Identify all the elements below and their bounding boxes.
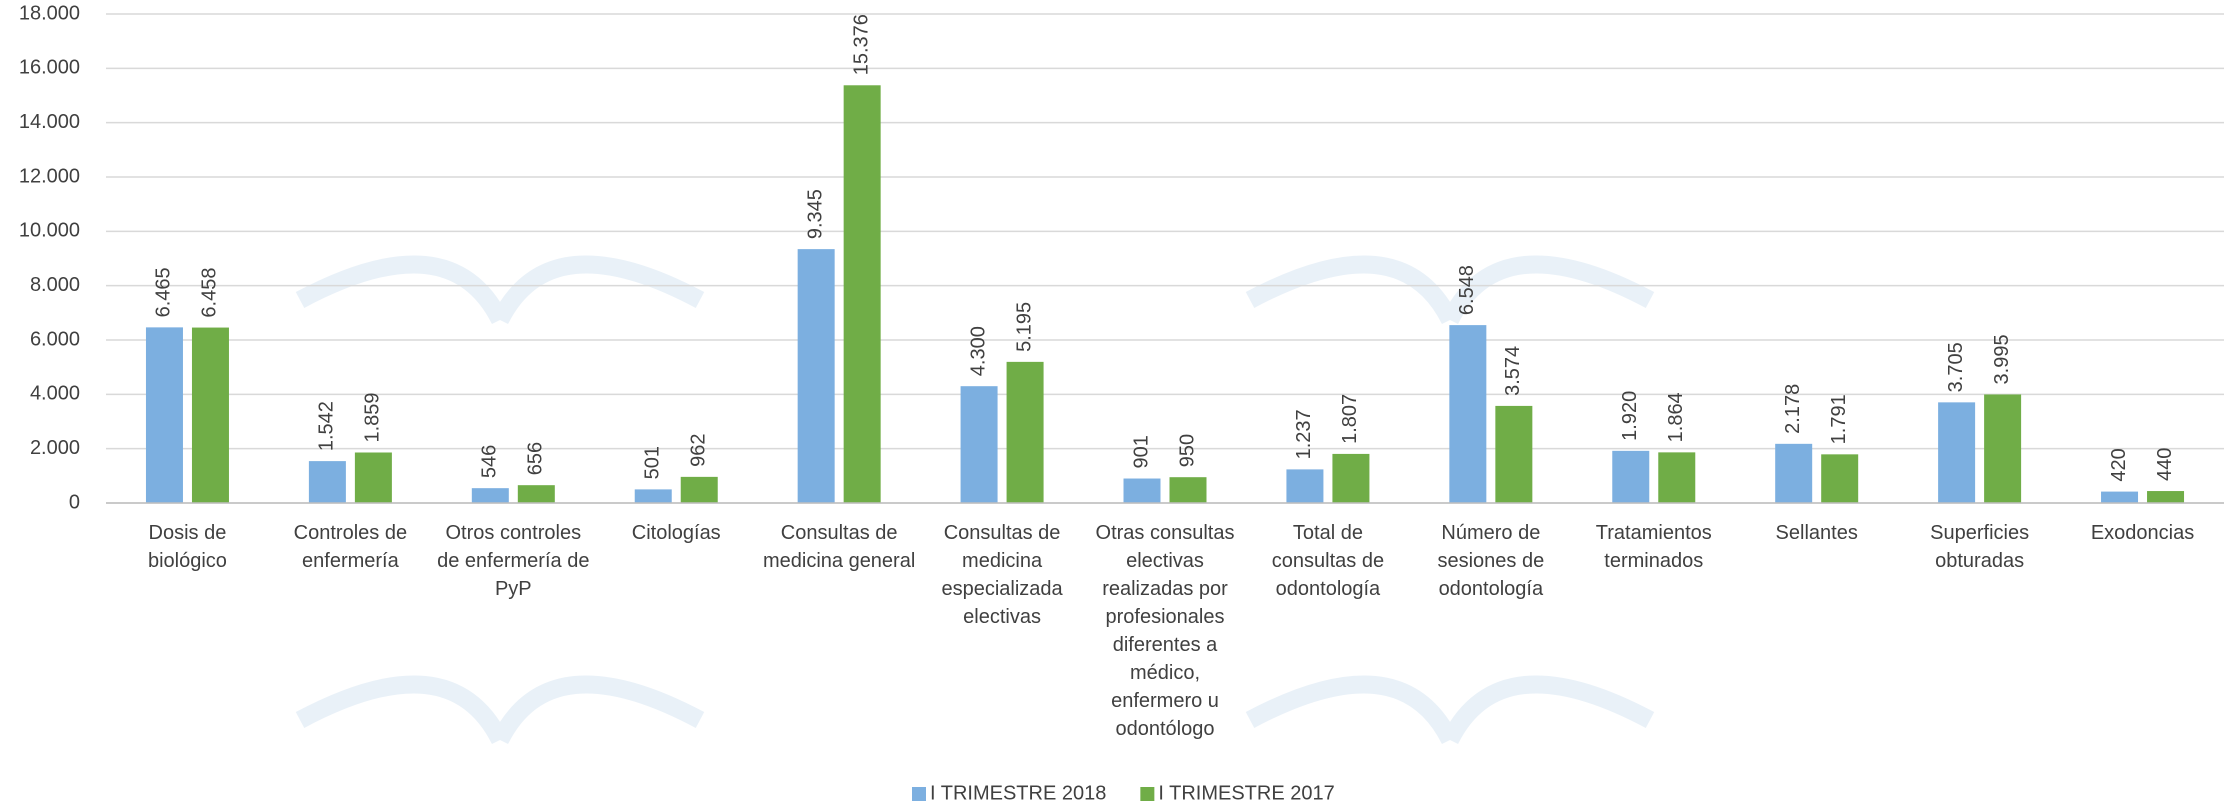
y-tick-label: 18.000	[19, 2, 80, 24]
x-tick-label: Dosis de biológico	[147, 522, 227, 572]
x-tick-label: Sellantes	[1775, 522, 1858, 544]
data-label: 6.548	[1456, 265, 1478, 315]
data-label: 3.574	[1502, 346, 1524, 396]
bar	[1821, 454, 1859, 503]
data-label: 420	[2108, 448, 2130, 481]
legend-swatch	[912, 787, 926, 801]
legend-label: I TRIMESTRE 2017	[1158, 782, 1334, 804]
data-label: 440	[2154, 448, 2176, 481]
bar	[960, 386, 998, 503]
bar	[634, 489, 672, 503]
y-tick-label: 10.000	[19, 220, 80, 242]
bar	[1775, 443, 1813, 503]
bar	[145, 327, 183, 503]
x-tick-label: Consultas de medicina especializada elec…	[941, 522, 1063, 628]
bar	[1449, 325, 1487, 503]
bar	[308, 461, 346, 503]
data-label: 5.195	[1013, 302, 1035, 352]
bar	[2147, 491, 2185, 503]
bar	[1984, 394, 2022, 503]
y-tick-label: 8.000	[30, 274, 80, 296]
data-label: 1.920	[1619, 391, 1641, 441]
bar	[1658, 452, 1696, 503]
bar	[1938, 402, 1976, 503]
y-tick-label: 16.000	[19, 57, 80, 79]
data-label: 962	[688, 433, 710, 466]
bar	[191, 327, 229, 503]
y-tick-label: 0	[69, 491, 80, 513]
bar	[1169, 477, 1207, 503]
bar	[1332, 453, 1370, 503]
x-tick-label: Consultas de medicina general	[762, 522, 916, 572]
data-label: 950	[1176, 434, 1198, 467]
data-label: 1.237	[1293, 409, 1315, 459]
data-label: 656	[525, 442, 547, 475]
x-tick-label: Controles de enfermería	[293, 522, 408, 572]
y-tick-label: 14.000	[19, 111, 80, 133]
bar	[1123, 478, 1161, 503]
data-label: 1.542	[316, 401, 338, 451]
x-tick-label: Número de sesiones de odontología	[1437, 522, 1545, 600]
data-label: 546	[479, 445, 501, 478]
data-label: 1.864	[1665, 392, 1687, 442]
bar	[843, 85, 881, 503]
bar	[1612, 450, 1650, 503]
bar	[517, 485, 555, 503]
data-label: 2.178	[1782, 384, 1804, 434]
x-tick-label: Citologías	[631, 522, 721, 544]
bar	[2101, 491, 2139, 503]
legend-label: I TRIMESTRE 2018	[930, 782, 1106, 804]
data-label: 1.859	[362, 392, 384, 442]
data-label: 3.995	[1991, 334, 2013, 384]
data-label: 1.807	[1339, 394, 1361, 444]
y-tick-label: 6.000	[30, 328, 80, 350]
y-tick-label: 12.000	[19, 165, 80, 187]
data-label: 901	[1130, 435, 1152, 468]
x-tick-label: Otras consultas electivas realizadas por…	[1095, 522, 1235, 740]
x-tick-label: Exodoncias	[2090, 522, 2195, 544]
bar	[680, 476, 718, 503]
bar	[354, 452, 392, 503]
x-tick-label: Total de consultas de odontología	[1271, 522, 1385, 600]
bar	[1006, 361, 1044, 503]
watermark	[295, 255, 1655, 745]
data-label: 6.465	[153, 267, 175, 317]
data-label: 15.376	[850, 14, 872, 75]
legend-swatch	[1140, 787, 1155, 801]
y-tick-label: 2.000	[30, 437, 80, 459]
x-tick-label: Otros controles de enfermería de PyP	[437, 522, 590, 600]
data-label: 1.791	[1828, 394, 1850, 444]
bar	[797, 249, 835, 503]
data-label: 4.300	[967, 326, 989, 376]
x-tick-label: Tratamientos terminados	[1595, 522, 1712, 572]
bar	[1286, 469, 1324, 503]
data-label: 6.458	[199, 267, 221, 317]
data-label: 501	[642, 446, 664, 479]
bar	[1495, 405, 1533, 503]
x-tick-label: Superficies obturadas	[1930, 522, 2030, 572]
data-label: 3.705	[1945, 342, 1967, 392]
data-label: 9.345	[804, 189, 826, 239]
y-tick-label: 4.000	[30, 383, 80, 405]
bar	[471, 488, 509, 503]
